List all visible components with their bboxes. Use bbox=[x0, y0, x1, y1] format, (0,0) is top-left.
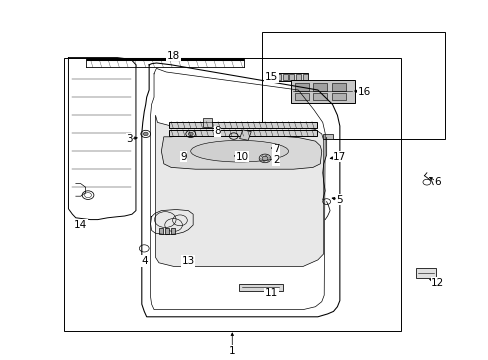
Bar bbox=[282, 74, 287, 80]
Text: 12: 12 bbox=[430, 278, 444, 288]
Ellipse shape bbox=[190, 140, 288, 162]
Bar bbox=[296, 74, 301, 80]
Bar bbox=[415, 268, 435, 278]
Polygon shape bbox=[161, 135, 321, 169]
Polygon shape bbox=[155, 115, 323, 266]
Text: 10: 10 bbox=[235, 152, 248, 162]
Text: 18: 18 bbox=[166, 51, 180, 61]
Bar bbox=[164, 228, 169, 234]
Circle shape bbox=[143, 132, 148, 136]
Bar bbox=[261, 32, 444, 139]
Text: 7: 7 bbox=[272, 144, 279, 154]
Text: 2: 2 bbox=[272, 155, 279, 165]
Text: 9: 9 bbox=[180, 152, 186, 162]
Text: 11: 11 bbox=[264, 288, 278, 298]
Bar bbox=[313, 93, 326, 100]
Text: 3: 3 bbox=[126, 134, 133, 144]
Text: 15: 15 bbox=[264, 72, 278, 82]
Bar bbox=[239, 130, 251, 140]
Text: 14: 14 bbox=[74, 220, 87, 230]
Bar bbox=[290, 80, 354, 103]
Bar bbox=[289, 74, 294, 80]
Bar bbox=[331, 83, 345, 91]
Circle shape bbox=[262, 156, 267, 161]
Text: 16: 16 bbox=[357, 87, 370, 97]
Bar bbox=[303, 74, 307, 80]
Bar bbox=[168, 122, 316, 128]
Text: 8: 8 bbox=[214, 126, 221, 136]
Text: 17: 17 bbox=[332, 152, 346, 162]
Bar bbox=[331, 93, 345, 100]
Circle shape bbox=[188, 132, 193, 136]
Bar bbox=[313, 83, 326, 91]
Bar bbox=[266, 73, 307, 81]
Text: 6: 6 bbox=[433, 177, 440, 187]
Bar bbox=[294, 93, 308, 100]
Text: 5: 5 bbox=[336, 195, 343, 205]
Bar bbox=[268, 74, 273, 80]
Bar bbox=[159, 228, 163, 234]
Bar bbox=[275, 74, 280, 80]
Bar bbox=[238, 284, 282, 291]
Bar bbox=[322, 134, 332, 139]
Text: 4: 4 bbox=[141, 256, 147, 266]
Text: 1: 1 bbox=[228, 346, 235, 356]
Bar bbox=[170, 228, 175, 234]
Bar bbox=[203, 118, 211, 127]
Text: 13: 13 bbox=[181, 256, 195, 266]
Bar bbox=[168, 130, 316, 136]
Bar bbox=[294, 83, 308, 91]
Bar bbox=[63, 58, 400, 331]
